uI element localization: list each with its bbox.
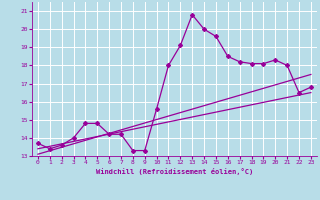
X-axis label: Windchill (Refroidissement éolien,°C): Windchill (Refroidissement éolien,°C) bbox=[96, 168, 253, 175]
